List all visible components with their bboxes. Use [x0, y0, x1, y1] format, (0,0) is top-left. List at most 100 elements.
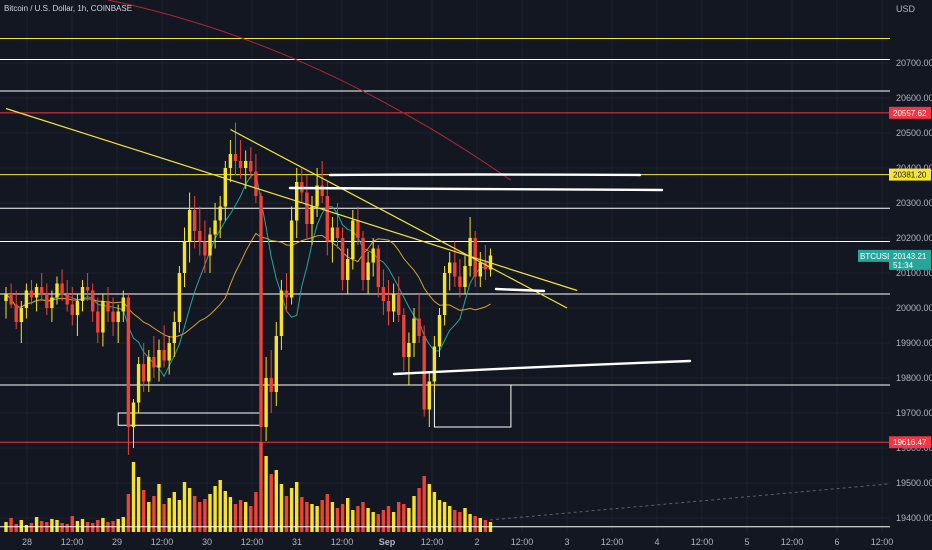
candle: [279, 280, 284, 350]
price-badge-label: 20381.20: [893, 171, 927, 180]
candle-body: [187, 210, 192, 242]
candle: [34, 283, 39, 312]
volume-bar: [417, 488, 421, 532]
candle-body: [483, 262, 488, 270]
candle: [55, 276, 59, 305]
volume-bar: [142, 490, 146, 532]
candle-body: [442, 273, 447, 315]
volume-bar: [136, 477, 141, 532]
candle: [422, 325, 426, 417]
volume-bar: [473, 516, 477, 532]
candle: [162, 325, 166, 368]
volume-bar: [478, 518, 482, 532]
candle-body: [24, 290, 29, 308]
candle-body: [198, 231, 202, 242]
candle: [437, 308, 442, 357]
candle-body: [147, 357, 151, 382]
trendline-lower[interactable]: [230, 128, 568, 309]
volume-bar: [361, 502, 365, 532]
volume-bar: [203, 499, 207, 532]
candle-body: [356, 220, 360, 238]
volume-bar: [366, 508, 370, 532]
volume-bar: [244, 502, 248, 532]
candle-body: [177, 273, 182, 322]
candle: [131, 399, 136, 448]
price-badge-bg: [889, 436, 931, 449]
price-tick-label: 19800.00: [896, 373, 932, 383]
candle-body: [376, 248, 380, 287]
candle-body: [116, 311, 120, 322]
chart-title: Bitcoin / U.S. Dollar, 1h, COINBASE: [4, 4, 132, 13]
candle: [91, 283, 95, 322]
candle: [19, 301, 23, 343]
candle-body: [167, 343, 171, 361]
volume-bar: [9, 518, 13, 532]
candle-body: [157, 350, 161, 368]
currency-label: USD: [896, 4, 916, 14]
candle: [101, 294, 105, 347]
time-tick-label: 12:00: [691, 537, 714, 547]
time-tick-label: 3: [564, 537, 569, 547]
drawings[interactable]: [5, 107, 932, 521]
hand-drawn-level[interactable]: [494, 287, 546, 293]
candle-body: [152, 357, 156, 368]
symbol-badge-label: BTCUSD: [860, 252, 893, 261]
volume-bar: [162, 504, 166, 532]
hand-drawn-level[interactable]: [392, 359, 692, 376]
candle-body: [19, 308, 23, 322]
support-box[interactable]: [433, 384, 512, 428]
candle-body: [473, 238, 477, 277]
candle-body: [4, 294, 8, 301]
volume-bar: [407, 508, 411, 532]
volume-bar: [351, 510, 355, 532]
candle-body: [70, 304, 74, 315]
candle: [381, 269, 386, 315]
candle-body: [172, 322, 176, 343]
candle-body: [371, 248, 375, 263]
candle-body: [269, 378, 273, 392]
price-badge-bg: [889, 106, 931, 119]
time-tick-label: 12:00: [151, 537, 174, 547]
candle-body: [29, 290, 34, 298]
candle-body: [9, 294, 13, 305]
candle-body: [402, 315, 406, 357]
price-badge: 19616.47: [889, 436, 931, 449]
candle: [356, 206, 360, 245]
candle: [483, 245, 488, 280]
candle: [432, 336, 437, 392]
candle: [463, 255, 467, 294]
hand-drawn-level[interactable]: [328, 173, 642, 177]
price-tick-label: 20700.00: [896, 58, 932, 68]
volume-bar: [315, 506, 319, 532]
volume-bar: [96, 520, 100, 532]
time-tick-label: 5: [744, 537, 749, 547]
candle: [147, 350, 151, 392]
projection-dotted-line[interactable]: [489, 479, 932, 521]
time-tick-label: 4: [654, 537, 659, 547]
candle: [259, 192, 263, 445]
time-tick-label: 12:00: [421, 537, 444, 547]
candle-body: [407, 343, 411, 357]
candle: [223, 161, 227, 221]
candle-body: [305, 192, 309, 224]
candle-body: [478, 262, 482, 277]
time-axis[interactable]: 28 12:00 29 12:00 30 12:00 31 12:00 Sep 12:00 2 12:…: [0, 532, 932, 550]
candle: [402, 308, 406, 371]
time-tick-label: 12:00: [781, 537, 804, 547]
volume-bar: [412, 496, 416, 532]
volume-bar: [65, 524, 69, 532]
trendline-upper[interactable]: [5, 107, 578, 292]
moving-averages: [5, 0, 512, 378]
candle-body: [259, 196, 263, 427]
candle-body: [213, 220, 217, 235]
candle-body: [80, 287, 85, 301]
candle: [96, 297, 100, 343]
volume-bar: [371, 512, 375, 532]
price-axis[interactable]: 20700.00 20600.00 20500.00 20400.00 20300.00…: [890, 0, 932, 550]
price-badge: 20557.62: [889, 106, 931, 119]
hand-drawn-level[interactable]: [288, 186, 664, 192]
candle-body: [325, 196, 329, 242]
candle: [182, 227, 187, 287]
candle-body: [437, 315, 442, 347]
